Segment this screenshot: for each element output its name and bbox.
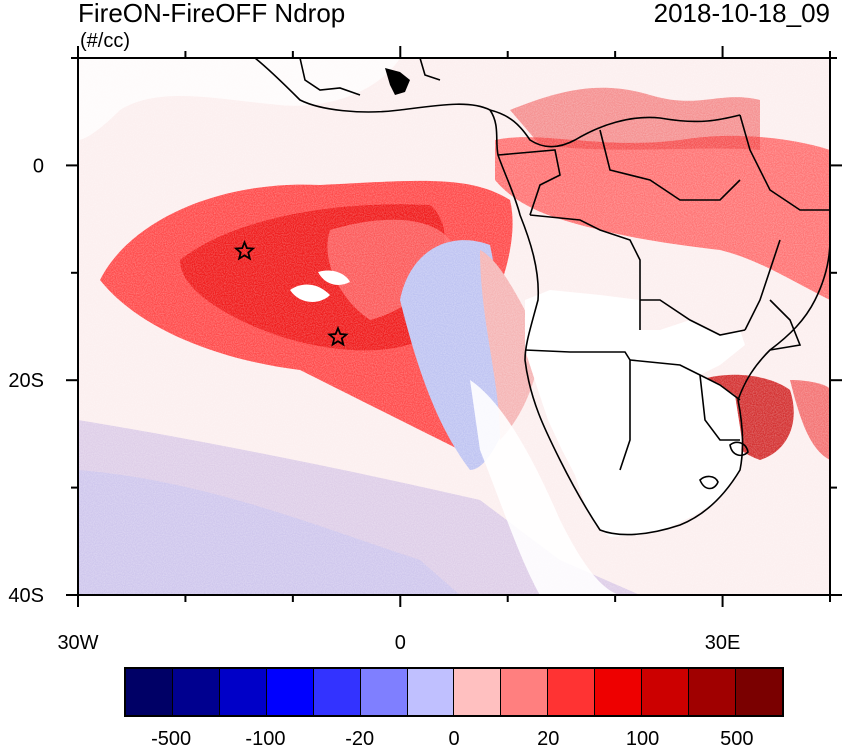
colorbar-label: -100	[245, 728, 286, 750]
field-layer	[78, 58, 830, 595]
colorbar-box	[595, 669, 643, 715]
colorbar-box	[219, 669, 267, 715]
lat-label: 20S	[8, 370, 44, 392]
colorbar-box	[548, 669, 596, 715]
colorbar-label: 0	[448, 728, 460, 750]
colorbar-label: -20	[345, 728, 375, 750]
colorbar-box	[501, 669, 549, 715]
colorbar-label: 500	[720, 728, 754, 750]
colorbar-label: -500	[151, 728, 192, 750]
colorbar-box	[642, 669, 690, 715]
lat-label: 40S	[8, 585, 44, 607]
lat-label: 0	[33, 155, 44, 177]
datetime-label: 2018-10-18_09	[653, 0, 830, 28]
colorbar-box	[689, 669, 736, 715]
plot-frame	[77, 57, 831, 596]
plot-title: FireON-FireOFF Ndrop	[78, 0, 346, 28]
star-marker-1	[233, 239, 256, 261]
lon-label: 0	[395, 632, 406, 654]
lon-label: 30E	[705, 632, 741, 654]
colorbar-box	[360, 669, 408, 715]
colorbar-box	[172, 669, 220, 715]
colorbar-box	[313, 669, 361, 715]
colorbar-box	[735, 669, 782, 715]
colorbar	[124, 667, 784, 717]
colorbar-box	[126, 669, 173, 715]
lon-label: 30W	[57, 632, 98, 654]
colorbar-box	[266, 669, 314, 715]
colorbar-box	[454, 669, 502, 715]
colorbar-label: 20	[537, 728, 560, 750]
colorbar-box	[407, 669, 455, 715]
units-label: (#/cc)	[80, 30, 130, 52]
star-marker-2	[327, 325, 349, 347]
colorbar-label: 100	[625, 728, 660, 750]
coastlines	[254, 58, 830, 536]
lake-shape	[385, 68, 410, 95]
